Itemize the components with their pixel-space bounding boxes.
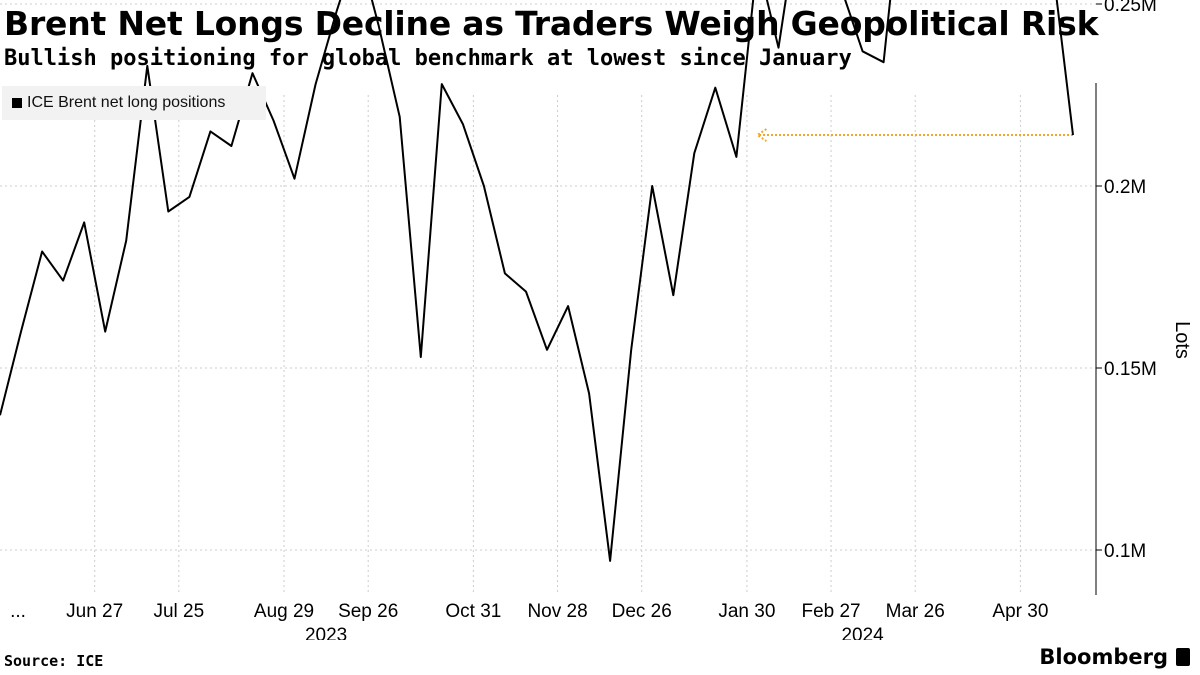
- y-tick-label: 0.2M: [1104, 177, 1146, 198]
- x-tick-label: Mar 26: [886, 601, 945, 622]
- data-point: [188, 196, 190, 198]
- brand-name: Bloomberg: [1039, 645, 1168, 669]
- data-point: [336, 10, 338, 12]
- x-tick-label: Feb 27: [801, 601, 860, 622]
- x-tick-label: Jan 30: [718, 601, 775, 622]
- data-point: [399, 116, 401, 118]
- x-tick-label: Aug 29: [254, 601, 314, 622]
- x-year-label: 2023: [305, 625, 347, 640]
- data-point: [441, 83, 443, 85]
- data-point: [62, 280, 64, 282]
- y-tick-label: 0.1M: [1104, 541, 1146, 562]
- data-point: [125, 240, 127, 242]
- data-point: [588, 392, 590, 394]
- x-tick-label: Sep 26: [338, 601, 398, 622]
- data-point: [83, 221, 85, 223]
- data-point: [567, 305, 569, 307]
- x-tick-label: Jun 27: [66, 601, 123, 622]
- data-point: [251, 72, 253, 74]
- chart-title: Brent Net Longs Decline as Traders Weigh…: [4, 4, 1099, 43]
- data-point: [714, 87, 716, 89]
- data-point: [104, 331, 106, 333]
- data-point: [167, 210, 169, 212]
- legend-swatch: [12, 98, 22, 108]
- data-point: [777, 47, 779, 49]
- legend: ICE Brent net long positions: [2, 86, 266, 120]
- annotation-layer: [755, 128, 1073, 142]
- x-tick-label: ...: [10, 601, 26, 622]
- data-point: [41, 251, 43, 253]
- y-tick-label: 0.15M: [1104, 359, 1157, 380]
- data-point: [294, 178, 296, 180]
- x-tick-label: Dec 26: [612, 601, 672, 622]
- series-line-net-long: [0, 0, 1074, 562]
- data-point: [735, 156, 737, 158]
- data-point: [609, 560, 611, 562]
- grid-layer: [0, 3, 1096, 595]
- x-tick-label: Nov 28: [527, 601, 587, 622]
- data-point: [209, 130, 211, 132]
- data-point: [862, 50, 864, 52]
- x-year-label: 2024: [841, 625, 884, 640]
- bloomberg-terminal-icon: [1176, 648, 1190, 666]
- x-tick-label: Jul 25: [153, 601, 204, 622]
- data-point: [20, 331, 22, 333]
- data-point: [525, 291, 527, 293]
- data-point: [504, 272, 506, 274]
- data-point: [146, 65, 148, 67]
- data-point: [883, 61, 885, 63]
- data-point: [378, 25, 380, 27]
- data-point: [693, 152, 695, 154]
- data-point: [420, 356, 422, 358]
- data-point: [462, 123, 464, 125]
- brand-logo: Bloomberg: [1039, 645, 1190, 669]
- y-axis: [1095, 3, 1102, 595]
- data-point: [315, 83, 317, 85]
- series-layer: [0, 0, 1074, 562]
- annotation-arrow-head: [755, 128, 767, 142]
- x-tick-label: Apr 30: [992, 601, 1048, 622]
- data-point: [672, 294, 674, 296]
- data-point: [546, 349, 548, 351]
- data-point: [630, 349, 632, 351]
- legend-label: ICE Brent net long positions: [27, 94, 226, 111]
- y-axis-label: Lots: [1171, 321, 1193, 359]
- source-note: Source: ICE: [4, 652, 104, 670]
- y-tick-label: 0.25M: [1104, 0, 1157, 16]
- data-point: [651, 185, 653, 187]
- data-point: [483, 185, 485, 187]
- chart-subtitle: Bullish positioning for global benchmark…: [4, 46, 852, 71]
- data-point: [1072, 134, 1074, 136]
- x-tick-label: Oct 31: [445, 601, 501, 622]
- data-point: [230, 145, 232, 147]
- data-point: [273, 119, 275, 121]
